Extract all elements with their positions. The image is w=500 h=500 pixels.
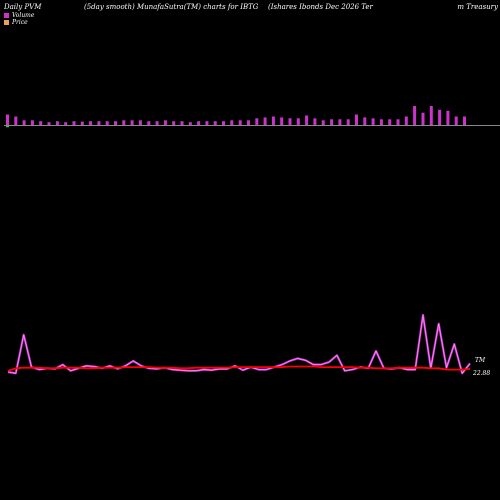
volume-bar [205, 121, 209, 125]
volume-bar [330, 119, 334, 125]
volume-bar [454, 116, 458, 126]
volume-bar [463, 116, 466, 126]
volume-bar [263, 117, 267, 125]
volume-bar [89, 121, 93, 125]
chart-header-symbol: (Ishares Ibonds Dec 2026 Ter [268, 3, 373, 11]
legend-price-swatch [4, 20, 9, 25]
volume-bar [230, 120, 234, 126]
volume-bar [338, 119, 342, 125]
volume-bar [363, 117, 367, 125]
volume-bar [313, 118, 317, 125]
chart-header-left: Daily PVM [4, 3, 42, 11]
volume-bar [55, 121, 59, 125]
price-line [7, 365, 471, 372]
volume-bar [30, 120, 34, 126]
volume-bar [172, 121, 176, 125]
volume-bar [388, 119, 392, 125]
price-end-label: 22.88 [472, 370, 490, 377]
price-volume-lines [7, 313, 471, 375]
volume-bar [321, 120, 325, 126]
volume-bar [271, 116, 275, 126]
chart-header-title: (5day smooth) MunafaSutra(TM) charts for… [84, 3, 259, 11]
legend-volume-swatch [4, 13, 9, 18]
volume-bar [6, 114, 9, 125]
volume-bar [238, 120, 242, 126]
volume-bar [213, 121, 217, 125]
volume-bar [188, 122, 192, 126]
volume-bar [255, 118, 259, 125]
volume-bar [288, 118, 292, 125]
volume-bar [396, 119, 400, 125]
volume-bar [72, 121, 76, 125]
legend-volume-label: Volume [12, 12, 35, 19]
volume-bar [22, 120, 26, 126]
legend-price-label: Price [12, 19, 28, 26]
volume-bar [47, 122, 51, 126]
volume-bar [114, 121, 117, 125]
volume-bar [122, 120, 126, 126]
volume-bar [197, 121, 201, 125]
volume-line-highlight [7, 314, 471, 374]
volume-bar [371, 118, 375, 125]
volume-bar [155, 121, 159, 125]
volume-bar [97, 121, 101, 125]
volume-bar [80, 121, 84, 125]
legend-price: Price [4, 19, 28, 26]
volume-bar [147, 121, 151, 125]
volume-bar [247, 120, 250, 126]
volume-bar [379, 119, 383, 125]
volume-bar [355, 114, 358, 125]
volume-bar [163, 120, 167, 126]
volume-bar [413, 106, 417, 125]
volume-bar [105, 121, 109, 125]
volume-bar [180, 121, 184, 125]
volume-bar [64, 122, 68, 126]
volume-line [7, 313, 471, 375]
chart-header-right: m Treasury [457, 3, 498, 11]
volume-bar [438, 109, 442, 125]
volume-bar [421, 112, 425, 125]
volume-bar [222, 121, 225, 125]
volume-end-label: TM [475, 357, 486, 364]
volume-bar [446, 110, 450, 126]
volume-bar [305, 115, 309, 125]
volume-bar [138, 120, 142, 126]
volume-bar [429, 106, 433, 125]
volume-bar [296, 118, 300, 125]
volume-bar [14, 116, 18, 126]
volume-bars [6, 106, 466, 126]
volume-bar [346, 119, 350, 125]
volume-bar [280, 117, 284, 125]
legend-volume: Volume [4, 12, 34, 19]
volume-bar [404, 116, 408, 126]
volume-bar [130, 120, 134, 126]
volume-bar [39, 121, 43, 125]
